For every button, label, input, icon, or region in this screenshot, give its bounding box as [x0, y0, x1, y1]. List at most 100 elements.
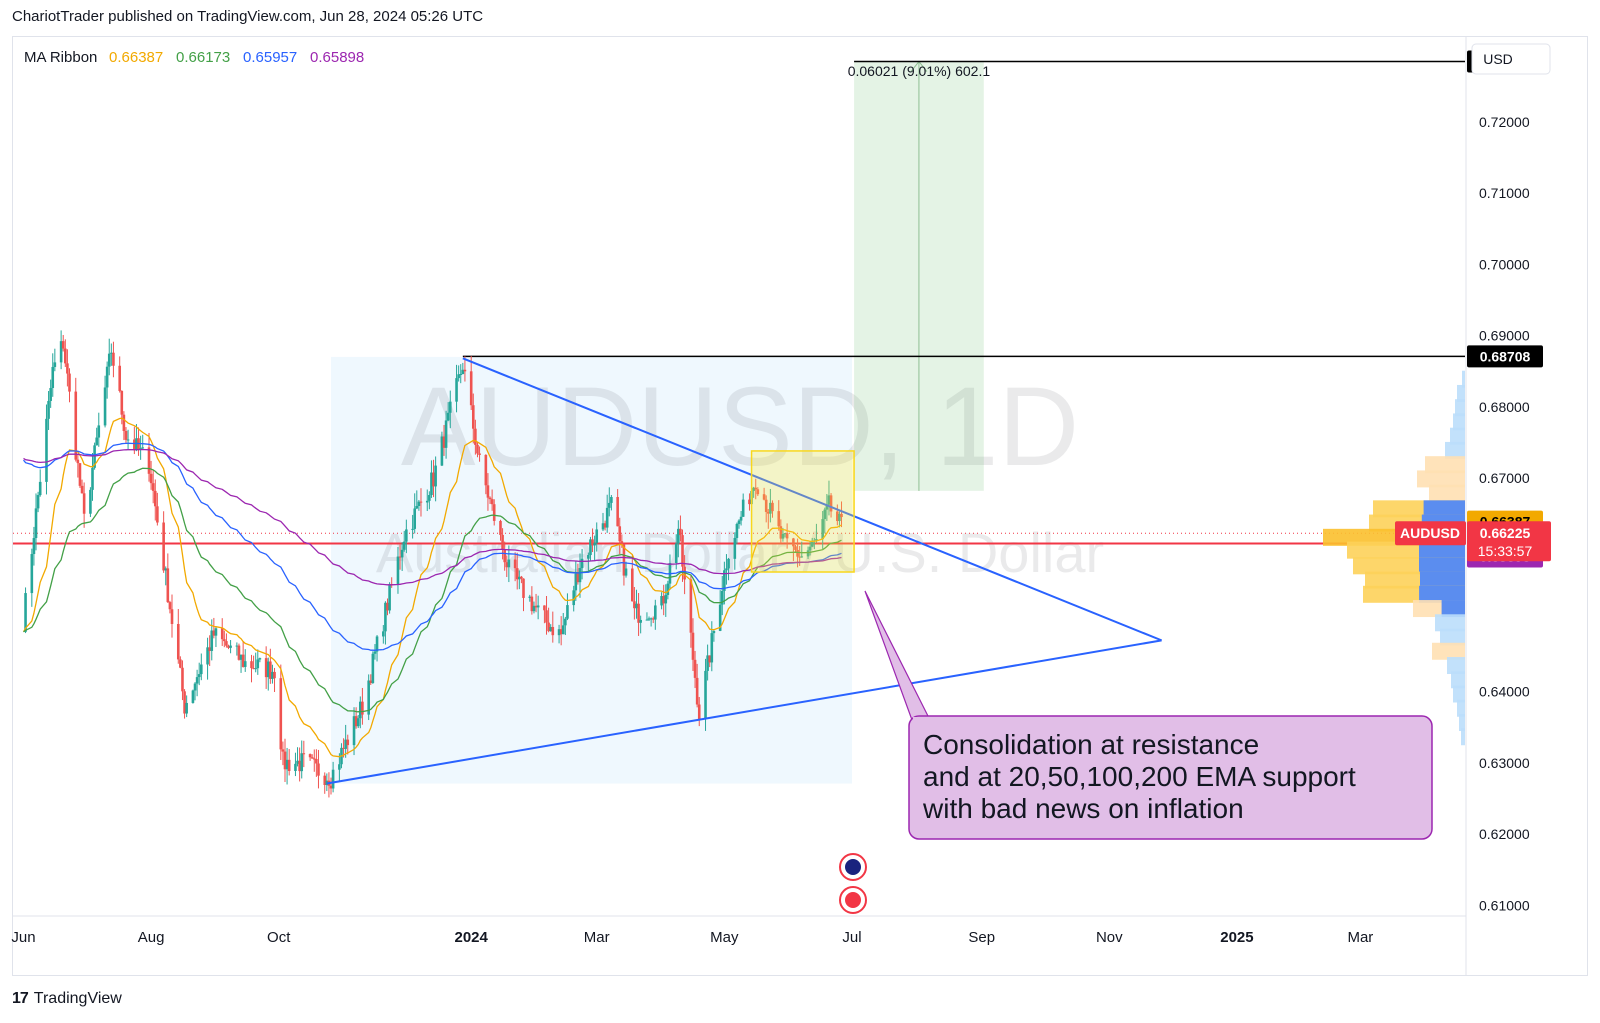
candle-body	[118, 365, 122, 391]
volume-profile-bar	[1450, 427, 1465, 445]
x-tick-label: 2024	[455, 929, 489, 946]
candle-body	[344, 739, 347, 749]
candle-body	[578, 568, 582, 583]
candle-body	[24, 593, 27, 632]
candle-body	[779, 526, 783, 539]
candle-body	[227, 645, 230, 648]
candle-body	[82, 493, 86, 514]
x-tick-label: Sep	[968, 929, 995, 946]
candle-body	[331, 769, 335, 789]
candle-body	[574, 573, 578, 591]
candle-body	[367, 680, 370, 715]
candle-body	[338, 764, 341, 770]
candle-body	[735, 523, 739, 538]
candle-body	[704, 670, 707, 720]
volume-profile-blue	[1419, 585, 1465, 603]
volume-profile-bar	[1417, 470, 1465, 488]
candle-body	[212, 630, 216, 636]
candle-body	[386, 602, 389, 611]
annotation-callout	[908, 715, 1433, 840]
candle-body	[461, 369, 465, 375]
candle-body	[346, 739, 350, 746]
ema-200-line	[23, 448, 842, 586]
candle-body	[677, 528, 680, 544]
chart-canvas[interactable]: AUDUSD, 1D Australian Dollar / U.S. Dolla…	[0, 0, 1600, 985]
candle-body	[710, 633, 714, 663]
candle-body	[105, 366, 109, 388]
candle-body	[836, 511, 839, 522]
callout-joint	[913, 717, 943, 723]
candle-body	[800, 556, 804, 558]
candle-body	[748, 499, 751, 505]
candle-body	[32, 538, 36, 555]
candle-body	[637, 603, 640, 623]
candle-body	[107, 353, 111, 367]
candle-body	[520, 576, 523, 579]
candle-body	[59, 341, 63, 363]
volume-profile-bar	[1462, 370, 1465, 388]
candle-body	[448, 401, 452, 413]
candle-body	[254, 668, 257, 670]
y-tick-label: 0.72000	[1479, 114, 1530, 130]
candle-body	[323, 775, 327, 785]
tradingview-logo[interactable]: 17 TradingView	[12, 990, 122, 1008]
candle-body	[359, 701, 362, 719]
candle-body	[53, 362, 57, 367]
candle-body	[223, 639, 226, 642]
publish-info: ChariotTrader published on TradingView.c…	[12, 8, 484, 25]
x-tick-label: Oct	[267, 929, 291, 946]
candle-body	[302, 753, 306, 755]
y-tick-label: 0.62000	[1479, 826, 1530, 842]
candle-body	[252, 668, 255, 670]
volume-profile-bar	[1440, 628, 1465, 646]
candle-body	[695, 677, 699, 705]
x-tick-label: 2025	[1220, 929, 1253, 946]
watermark-description: Australian Dollar / U.S. Dollar	[376, 521, 1104, 584]
candle-body	[823, 509, 827, 520]
volume-profile-bar	[1453, 685, 1465, 703]
candle-body	[354, 716, 358, 727]
candle-body	[474, 428, 477, 445]
candle-body	[806, 550, 810, 557]
volume-profile-bar	[1425, 456, 1465, 474]
candle-body	[756, 489, 760, 495]
candle-body	[607, 502, 611, 508]
candle-body	[781, 534, 785, 539]
candle-body	[256, 659, 260, 669]
y-tick-label: 0.71000	[1479, 185, 1530, 201]
candle-body	[400, 549, 404, 558]
candle-body	[771, 502, 774, 512]
candle-body	[411, 528, 414, 530]
x-tick-label: Jul	[842, 929, 861, 946]
candle-body	[68, 373, 71, 392]
candle-body	[266, 661, 270, 678]
annotation-line-2: and at 20,50,100,200 EMA support	[923, 761, 1356, 792]
candle-body	[718, 604, 722, 631]
candle-body	[706, 655, 709, 671]
candle-body	[777, 511, 781, 527]
candle-body	[310, 757, 314, 759]
candle-body	[769, 502, 772, 514]
candle-body	[298, 760, 301, 772]
candle-body	[229, 645, 232, 648]
candle-body	[549, 626, 553, 632]
candle-body	[199, 664, 203, 675]
candle-body	[572, 590, 576, 606]
candle-body	[651, 618, 655, 620]
candle-body	[179, 659, 182, 668]
volume-profile-blue	[1423, 500, 1465, 518]
candle-body	[488, 497, 492, 500]
candle-body	[689, 579, 693, 633]
candle-body	[825, 504, 829, 510]
candle-body	[515, 568, 519, 580]
candle-body	[78, 463, 82, 486]
candle-body	[720, 590, 724, 605]
symbol-label: AUDUSD	[1400, 525, 1460, 541]
candle-body	[208, 647, 211, 651]
candle-body	[66, 363, 69, 374]
candle-body	[342, 747, 345, 749]
volume-profile-blue	[1419, 541, 1465, 559]
volume-profile-bar	[1457, 384, 1465, 402]
candle-body	[47, 400, 50, 419]
candle-body	[250, 661, 253, 669]
